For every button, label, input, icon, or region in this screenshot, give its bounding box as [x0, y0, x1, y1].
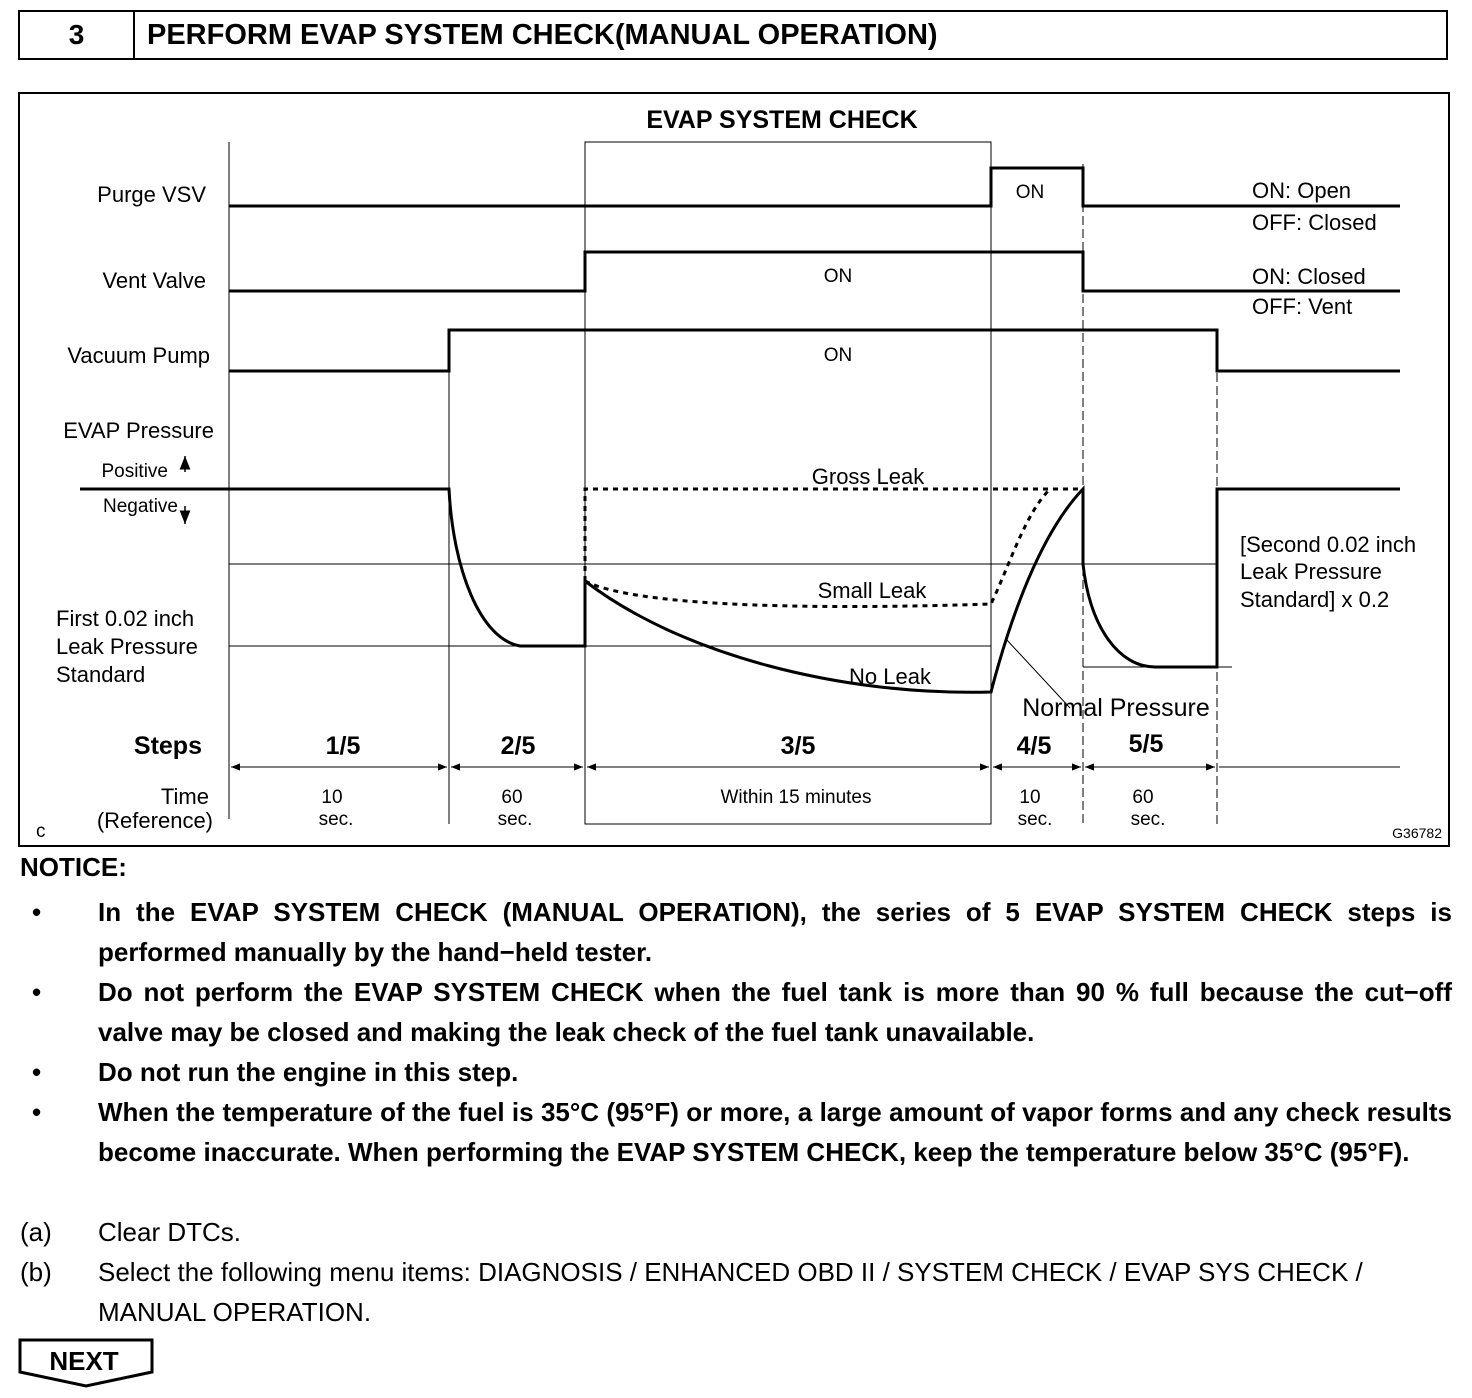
evap-pressure-label: EVAP Pressure [63, 418, 214, 443]
purge-legend-off: OFF: Closed [1252, 210, 1377, 235]
vacuum-pump-wave [229, 328, 1400, 373]
bullet: • [32, 897, 42, 927]
vent-legend-off: OFF: Vent [1252, 294, 1352, 319]
step-title: PERFORM EVAP SYSTEM CHECK(MANUAL OPERATI… [147, 18, 938, 51]
notice-text: In the EVAP SYSTEM CHECK (MANUAL OPERATI… [98, 897, 1452, 967]
procedure-step: (a) Clear DTCs. [20, 1212, 1452, 1252]
diagram-title: EVAP SYSTEM CHECK [646, 106, 917, 134]
procedure-text: Select the following menu items: DIAGNOS… [98, 1257, 1363, 1327]
procedure-step: (b) Select the following menu items: DIAG… [20, 1252, 1452, 1332]
normal-pressure-label: Normal Pressure [1022, 694, 1210, 722]
step-label-3: 3/5 [781, 732, 816, 760]
notice-item: • Do not run the engine in this step. [20, 1052, 1452, 1092]
notice-item: • Do not perform the EVAP SYSTEM CHECK wh… [20, 972, 1452, 1052]
procedure-text: Clear DTCs. [98, 1217, 242, 1247]
procedure-list: (a) Clear DTCs. (b) Select the following m… [20, 1212, 1452, 1332]
notice-text: Do not perform the EVAP SYSTEM CHECK whe… [98, 977, 1452, 1047]
procedure-label: (a) [20, 1217, 52, 1247]
pressure-reference-lines [229, 563, 1232, 668]
step-time-1a: 10 [321, 787, 342, 808]
figure-id: G36782 [1392, 825, 1442, 841]
first-standard-line1: First 0.02 inch [56, 606, 194, 631]
vent-on-label: ON [824, 266, 853, 287]
second-standard-line1: [Second 0.02 inch [1240, 532, 1416, 557]
corner-code: c [36, 821, 46, 842]
gross-leak-label: Gross Leak [812, 464, 925, 489]
step-time-2b: sec. [498, 809, 533, 830]
procedure-label: (b) [20, 1257, 52, 1287]
small-leak-label: Small Leak [818, 578, 928, 603]
steps-label: Steps [134, 732, 202, 760]
purge-vsv-label: Purge VSV [97, 182, 206, 207]
notice-item: • When the temperature of the fuel is 35°… [20, 1092, 1452, 1172]
bullet: • [32, 1097, 42, 1127]
time-label-line2: (Reference) [97, 808, 213, 833]
bullet: • [32, 1057, 42, 1087]
notice-title: NOTICE: [20, 852, 127, 882]
step-time-1b: sec. [319, 809, 354, 830]
bullet: • [32, 977, 42, 1007]
step-label-1: 1/5 [326, 732, 361, 760]
step-time-3a: Within 15 minutes [720, 787, 871, 808]
notice-item: • In the EVAP SYSTEM CHECK (MANUAL OPERAT… [20, 892, 1452, 972]
notice-text: Do not run the engine in this step. [98, 1057, 519, 1087]
purge-legend-on: ON: Open [1252, 178, 1351, 203]
timing-chart: EVAP SYSTEM CHECK Purge VSV Vent Valve V… [36, 106, 1442, 842]
vent-legend-on: ON: Closed [1252, 264, 1366, 289]
positive-label: Positive [101, 461, 168, 482]
first-standard-line3: Standard [56, 662, 145, 687]
pump-on-label: ON [824, 345, 853, 366]
step-time-4b: sec. [1018, 809, 1053, 830]
step-time-2a: 60 [501, 787, 522, 808]
next-label: NEXT [49, 1346, 119, 1376]
step-number: 3 [20, 12, 135, 58]
step-time-4a: 10 [1019, 787, 1040, 808]
vacuum-pump-label: Vacuum Pump [67, 343, 210, 368]
purge-on-label: ON [1016, 182, 1045, 203]
step-header: 3 PERFORM EVAP SYSTEM CHECK(MANUAL OPERA… [18, 10, 1448, 60]
no-leak-label: No Leak [849, 664, 932, 689]
step-time-5a: 60 [1132, 787, 1153, 808]
second-standard-line2: Leak Pressure [1240, 559, 1382, 584]
gross-leak-trace [583, 487, 1083, 581]
step-label-2: 2/5 [501, 732, 536, 760]
step-label-5: 5/5 [1129, 730, 1164, 758]
time-label-line1: Time [161, 784, 209, 809]
evap-system-check-diagram: EVAP SYSTEM CHECK Purge VSV Vent Valve V… [18, 92, 1450, 847]
first-standard-line2: Leak Pressure [56, 634, 198, 659]
step3-box [584, 141, 992, 825]
step-label-4: 4/5 [1017, 732, 1052, 760]
next-arrow-shape [18, 1338, 154, 1388]
next-button[interactable]: NEXT [18, 1338, 156, 1390]
vent-valve-label: Vent Valve [102, 268, 206, 293]
vent-valve-wave [229, 250, 1400, 293]
negative-label: Negative [103, 496, 178, 517]
purge-vsv-wave [229, 166, 1400, 208]
notice-list: • In the EVAP SYSTEM CHECK (MANUAL OPERAT… [20, 892, 1452, 1172]
normal-pressure-leader [1005, 638, 1071, 709]
second-standard-line3: Standard] x 0.2 [1240, 587, 1389, 612]
step-time-5b: sec. [1131, 809, 1166, 830]
notice-text: When the temperature of the fuel is 35°C… [98, 1097, 1452, 1167]
evap-pressure-trace [80, 485, 1400, 694]
